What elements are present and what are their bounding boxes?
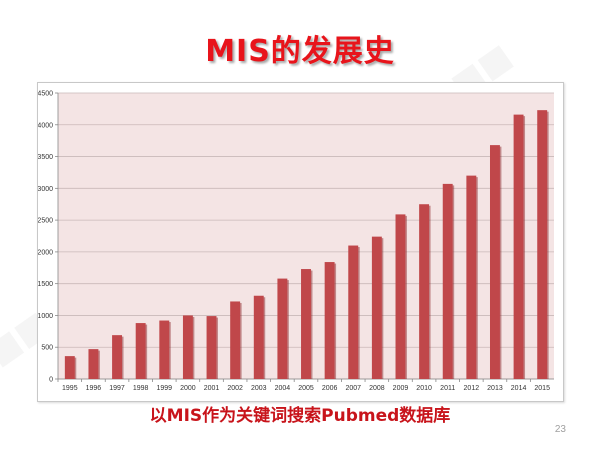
y-tick-label: 1000 <box>38 313 53 320</box>
slide-caption: 以MIS作为关键词搜索Pubmed数据库 <box>149 406 451 426</box>
chart-frame: 0 500 1000 1500 2000 2500 3000 3500 4000 4500 1995… <box>37 82 564 402</box>
x-tick-label: 1996 <box>86 385 102 392</box>
x-tick-label: 2013 <box>487 385 503 392</box>
x-tick-label: 2001 <box>204 385 220 392</box>
bar <box>182 315 193 379</box>
x-tick-label: 2007 <box>345 385 361 392</box>
y-tick-label: 3000 <box>38 186 53 193</box>
bar <box>442 183 453 379</box>
bar <box>348 245 359 379</box>
x-tick-label: 2002 <box>227 385 243 392</box>
bar <box>277 278 288 379</box>
x-tick-label: 1999 <box>156 385 172 392</box>
bar <box>324 262 335 379</box>
x-tick-label: 2000 <box>180 385 196 392</box>
x-tick-label: 2012 <box>464 385 480 392</box>
bar <box>513 114 524 379</box>
x-tick-label: 2005 <box>298 385 314 392</box>
bar <box>395 214 406 379</box>
bar <box>371 236 382 379</box>
y-tick-label: 2000 <box>38 249 53 256</box>
bar <box>419 204 430 379</box>
y-tick-label: 0 <box>49 377 53 384</box>
x-tick-label: 2009 <box>393 385 409 392</box>
x-tick-label: 1998 <box>133 385 149 392</box>
y-tick-label: 2500 <box>38 218 53 225</box>
bar <box>112 335 123 379</box>
page-number: 23 <box>554 424 566 435</box>
bar <box>253 295 264 379</box>
y-tick-label: 4000 <box>38 122 53 129</box>
slide-title: MIS的发展史 <box>205 34 395 69</box>
bar <box>159 320 170 379</box>
x-tick-label: 2008 <box>369 385 385 392</box>
x-tick-label: 2004 <box>275 385 291 392</box>
x-tick-label: 2003 <box>251 385 267 392</box>
x-tick-label: 2010 <box>416 385 432 392</box>
bar <box>206 316 217 379</box>
bar <box>537 110 548 379</box>
bar <box>64 356 75 379</box>
bar <box>230 301 241 379</box>
bar-chart: 0 500 1000 1500 2000 2500 3000 3500 4000 4500 1995… <box>38 91 554 392</box>
x-tick-label: 1995 <box>62 385 78 392</box>
bar <box>489 145 500 379</box>
bar <box>88 349 99 379</box>
y-tick-label: 500 <box>41 345 53 352</box>
x-tick-label: 1997 <box>109 385 125 392</box>
y-tick-label: 4500 <box>38 91 53 98</box>
x-tick-label: 2014 <box>511 385 527 392</box>
y-tick-label: 3500 <box>38 154 53 161</box>
x-tick-label: 2011 <box>440 385 455 392</box>
bar <box>135 323 146 379</box>
x-tick-label: 2006 <box>322 385 338 392</box>
x-tick-label: 2015 <box>534 385 550 392</box>
bar <box>301 269 311 379</box>
y-tick-label: 1500 <box>38 281 53 288</box>
bar <box>466 175 477 379</box>
